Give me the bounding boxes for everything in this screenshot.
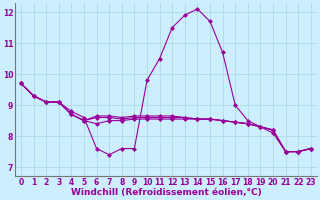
X-axis label: Windchill (Refroidissement éolien,°C): Windchill (Refroidissement éolien,°C): [70, 188, 261, 197]
